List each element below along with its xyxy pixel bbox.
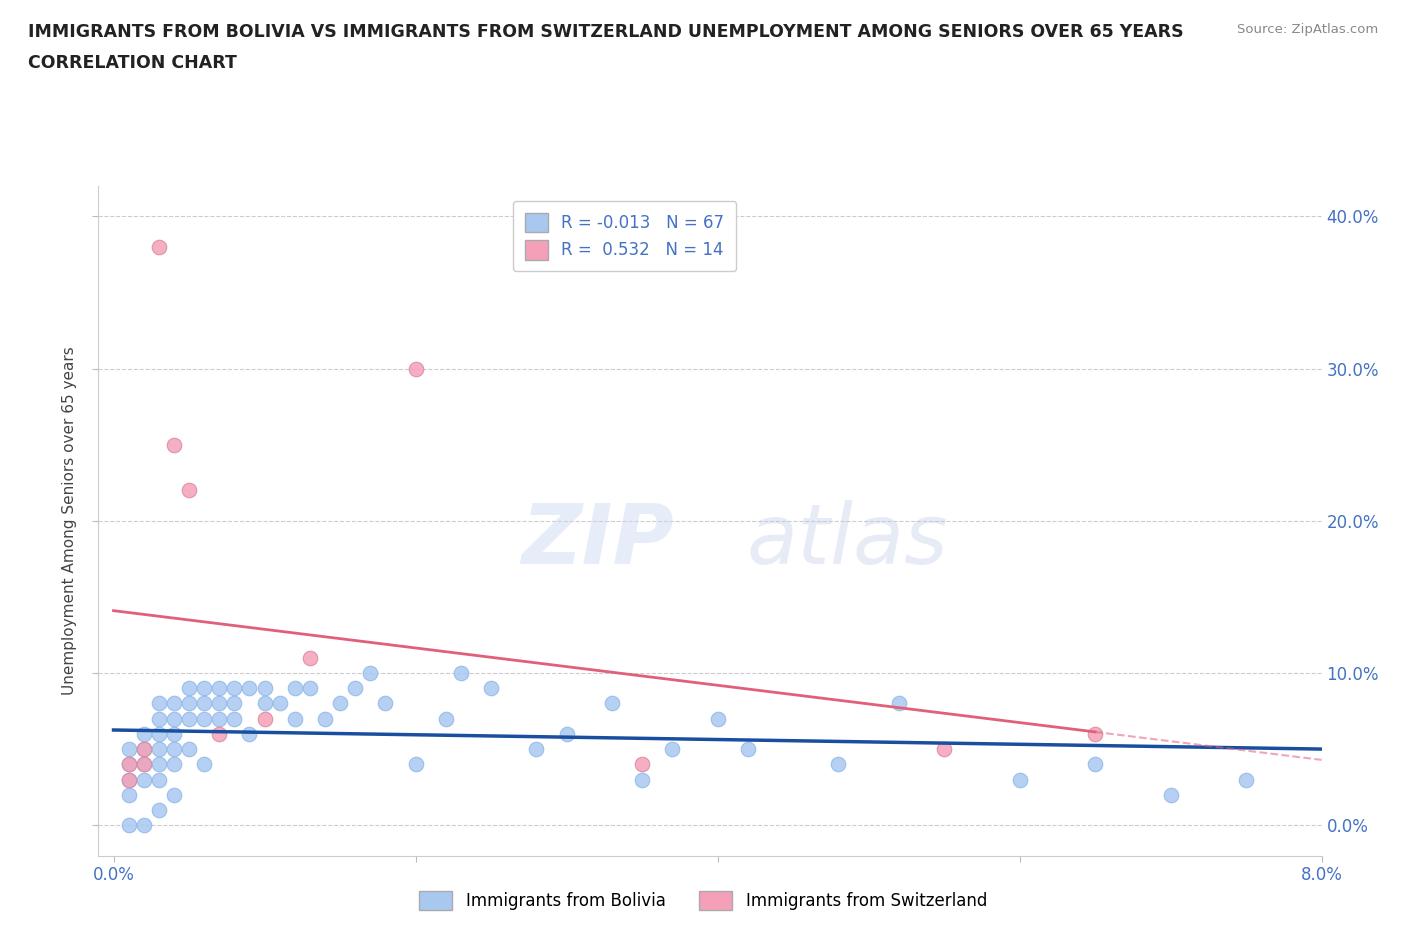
Point <box>148 803 170 817</box>
Point <box>163 696 186 711</box>
Point <box>1008 772 1031 787</box>
Text: Source: ZipAtlas.com: Source: ZipAtlas.com <box>1237 23 1378 36</box>
Point <box>193 696 215 711</box>
Point <box>132 772 155 787</box>
Point <box>1084 757 1107 772</box>
Point <box>253 681 276 696</box>
Text: ZIP: ZIP <box>520 500 673 581</box>
Point <box>405 757 427 772</box>
Point <box>224 711 246 726</box>
Point <box>224 681 246 696</box>
Point <box>298 650 321 665</box>
Text: atlas: atlas <box>747 500 949 581</box>
Point <box>132 741 155 756</box>
Point <box>163 711 186 726</box>
Point <box>148 741 170 756</box>
Point <box>117 757 139 772</box>
Point <box>208 681 231 696</box>
Legend: Immigrants from Bolivia, Immigrants from Switzerland: Immigrants from Bolivia, Immigrants from… <box>412 884 994 917</box>
Text: IMMIGRANTS FROM BOLIVIA VS IMMIGRANTS FROM SWITZERLAND UNEMPLOYMENT AMONG SENIOR: IMMIGRANTS FROM BOLIVIA VS IMMIGRANTS FR… <box>28 23 1184 41</box>
Point <box>600 696 623 711</box>
Point <box>284 681 307 696</box>
Point <box>253 696 276 711</box>
Point <box>238 681 260 696</box>
Point <box>479 681 502 696</box>
Point <box>163 757 186 772</box>
Point <box>208 696 231 711</box>
Point <box>132 757 155 772</box>
Point <box>208 711 231 726</box>
Point <box>117 741 139 756</box>
Point <box>1234 772 1257 787</box>
Point <box>163 726 186 741</box>
Point <box>163 788 186 803</box>
Point <box>1084 726 1107 741</box>
Point <box>177 696 200 711</box>
Point <box>117 757 139 772</box>
Point <box>524 741 547 756</box>
Point <box>661 741 683 756</box>
Point <box>450 666 472 681</box>
Point <box>238 726 260 741</box>
Point <box>177 483 200 498</box>
Point <box>434 711 457 726</box>
Point <box>359 666 381 681</box>
Point <box>374 696 396 711</box>
Point <box>148 757 170 772</box>
Point <box>193 681 215 696</box>
Point <box>117 788 139 803</box>
Y-axis label: Unemployment Among Seniors over 65 years: Unemployment Among Seniors over 65 years <box>62 347 77 696</box>
Point <box>737 741 759 756</box>
Point <box>117 772 139 787</box>
Point <box>117 772 139 787</box>
Point <box>177 741 200 756</box>
Point <box>887 696 910 711</box>
Point <box>148 239 170 254</box>
Point <box>193 711 215 726</box>
Point <box>827 757 849 772</box>
Text: CORRELATION CHART: CORRELATION CHART <box>28 54 238 72</box>
Point <box>177 711 200 726</box>
Point <box>132 817 155 832</box>
Point <box>193 757 215 772</box>
Point <box>163 437 186 452</box>
Point <box>253 711 276 726</box>
Point <box>1160 788 1182 803</box>
Point <box>329 696 352 711</box>
Point <box>148 772 170 787</box>
Point <box>208 726 231 741</box>
Point <box>706 711 728 726</box>
Legend: R = -0.013   N = 67, R =  0.532   N = 14: R = -0.013 N = 67, R = 0.532 N = 14 <box>513 201 735 272</box>
Point <box>132 741 155 756</box>
Point <box>284 711 307 726</box>
Point <box>148 726 170 741</box>
Point <box>224 696 246 711</box>
Point <box>932 741 955 756</box>
Point <box>631 772 654 787</box>
Point <box>405 361 427 376</box>
Point <box>269 696 291 711</box>
Point <box>177 681 200 696</box>
Point <box>148 696 170 711</box>
Point <box>298 681 321 696</box>
Point <box>163 741 186 756</box>
Point <box>631 757 654 772</box>
Point <box>117 817 139 832</box>
Point <box>314 711 336 726</box>
Point <box>132 757 155 772</box>
Point <box>555 726 578 741</box>
Point <box>344 681 367 696</box>
Point <box>148 711 170 726</box>
Point <box>132 726 155 741</box>
